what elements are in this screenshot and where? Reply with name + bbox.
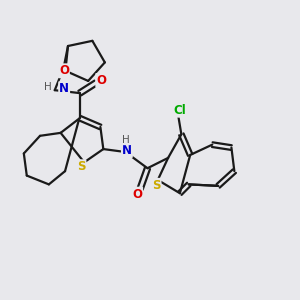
Text: O: O xyxy=(132,188,142,201)
Text: S: S xyxy=(152,179,160,192)
Text: H: H xyxy=(122,135,130,145)
Text: H: H xyxy=(44,82,52,92)
Text: O: O xyxy=(96,74,106,87)
Text: N: N xyxy=(59,82,69,95)
Text: S: S xyxy=(77,160,86,173)
Text: O: O xyxy=(59,64,69,77)
Text: Cl: Cl xyxy=(173,104,186,117)
Text: N: N xyxy=(122,144,132,157)
